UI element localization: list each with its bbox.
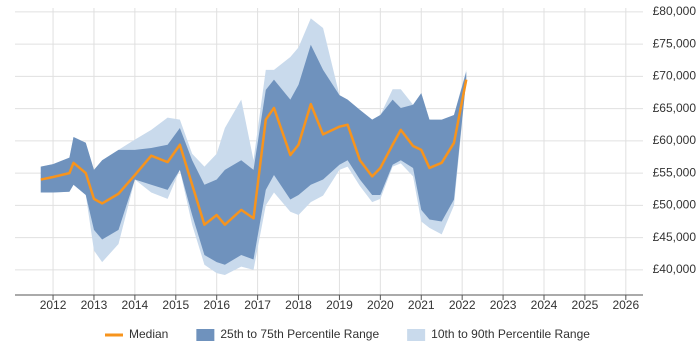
- y-tick-label: £60,000: [653, 133, 697, 147]
- x-tick-label: 2021: [408, 298, 435, 312]
- legend-swatch: [196, 329, 215, 341]
- x-tick-label: 2023: [490, 298, 517, 312]
- x-tick-label: 2020: [367, 298, 394, 312]
- x-tick-label: 2013: [81, 298, 108, 312]
- y-tick-label: £45,000: [653, 230, 697, 244]
- y-tick-label: £70,000: [653, 69, 697, 83]
- y-tick-label: £80,000: [653, 4, 697, 18]
- range-band: [40, 44, 467, 265]
- y-tick-label: £65,000: [653, 101, 697, 115]
- x-tick-label: 2018: [285, 298, 312, 312]
- x-tick-label: 2015: [162, 298, 189, 312]
- x-tick-label: 2016: [203, 298, 230, 312]
- x-tick-label: 2012: [40, 298, 67, 312]
- x-tick-label: 2025: [572, 298, 599, 312]
- legend-label: 10th to 90th Percentile Range: [431, 327, 590, 341]
- y-tick-label: £40,000: [653, 262, 697, 276]
- x-tick-label: 2022: [449, 298, 476, 312]
- x-tick-label: 2024: [531, 298, 558, 312]
- x-tick-label: 2026: [612, 298, 639, 312]
- y-tick-label: £55,000: [653, 165, 697, 179]
- x-tick-label: 2017: [244, 298, 271, 312]
- x-tick-label: 2014: [122, 298, 149, 312]
- legend-label: Median: [129, 327, 168, 341]
- x-tick-label: 2019: [326, 298, 353, 312]
- legend-swatch: [407, 329, 426, 341]
- median-line: [40, 79, 468, 226]
- legend-label: 25th to 75th Percentile Range: [220, 327, 379, 341]
- y-tick-label: £75,000: [653, 36, 697, 50]
- y-tick-label: £50,000: [653, 198, 697, 212]
